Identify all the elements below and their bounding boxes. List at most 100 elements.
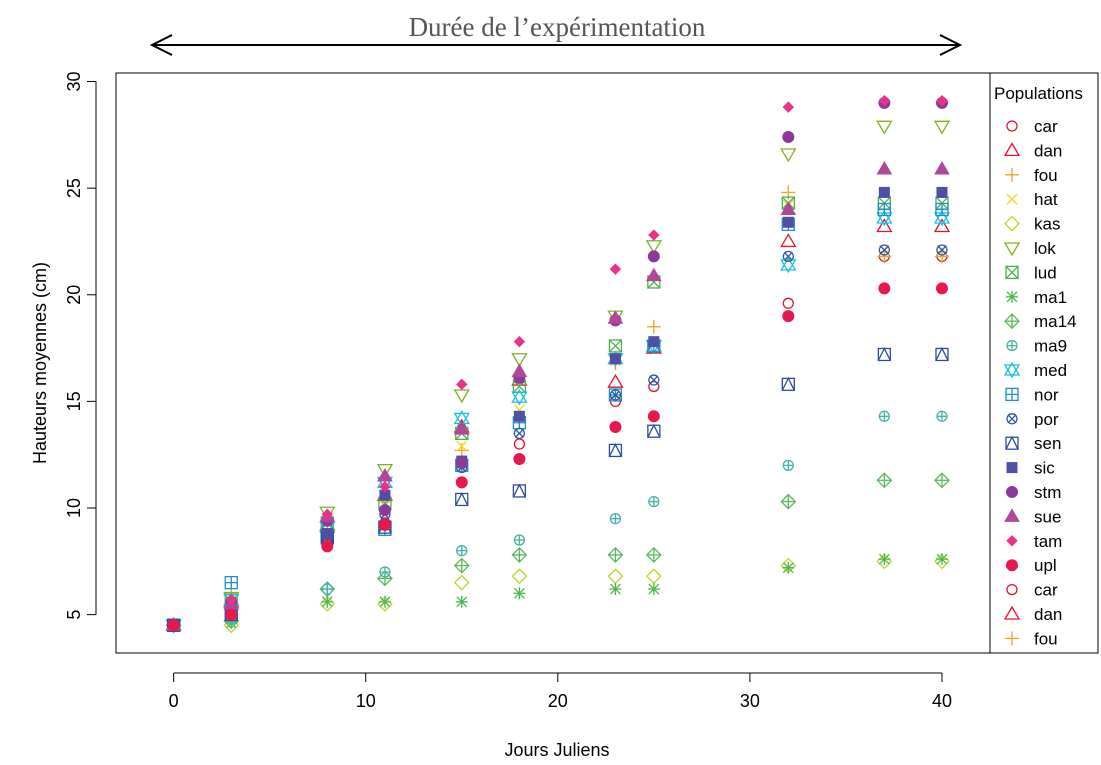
data-point-sue (453, 421, 470, 435)
data-point-ma1 (647, 583, 660, 596)
legend-marker (1005, 435, 1019, 450)
legend: Populations car dan fou hat kas lok lud ma1 ma14… (989, 72, 1099, 654)
duration-arrow-left-head (149, 34, 173, 56)
data-point-sic (936, 186, 948, 198)
data-point-por (648, 374, 660, 386)
data-point-tam (379, 480, 391, 493)
data-point-sic (878, 186, 890, 198)
data-point-upl (935, 282, 948, 295)
data-point-ma1 (782, 561, 795, 574)
data-point-tam (878, 95, 891, 107)
legend-marker (1006, 462, 1018, 474)
data-point-sen (781, 376, 795, 391)
data-point-fou (877, 249, 892, 264)
data-point-hat (456, 440, 468, 452)
y-axis: 5 10 15 20 25 30 (64, 72, 97, 620)
data-point-car (513, 438, 526, 450)
data-point-upl (455, 476, 468, 489)
data-point-tam (321, 508, 334, 521)
data-point-kas (453, 574, 470, 591)
data-point-por (878, 244, 891, 256)
data-point-sen (647, 423, 661, 438)
legend-marker (1006, 413, 1018, 425)
data-point-sic (513, 410, 525, 422)
data-point-sue (780, 201, 797, 215)
data-point-sic (782, 216, 794, 228)
legend-label: upl (1034, 556, 1057, 575)
data-point-car (648, 380, 660, 393)
legend-entry-car: car (1006, 581, 1058, 600)
data-point-ma1 (935, 553, 948, 566)
data-point-fou (646, 319, 661, 334)
data-point-tam (456, 378, 468, 391)
data-point-upl (167, 619, 180, 632)
data-point-car (782, 297, 794, 309)
data-point-kas (511, 568, 528, 585)
legend-entry-ma14: ma14 (1004, 312, 1077, 331)
legend-label: kas (1034, 215, 1060, 234)
duration-annotation-text: Durée de l’expérimentation (409, 12, 706, 42)
legend-label: sen (1034, 434, 1061, 453)
y-tick-label: 15 (64, 391, 84, 411)
data-point-sen (935, 347, 949, 362)
legend-entry-sue: sue (1004, 507, 1061, 526)
data-point-ma14 (607, 546, 624, 563)
data-point-kas (645, 568, 662, 585)
data-point-ma14 (453, 557, 470, 574)
legend-entry-upl: upl (1006, 556, 1057, 575)
data-point-dan (780, 233, 797, 248)
data-point-dan (876, 218, 893, 233)
x-tick-label: 40 (932, 691, 952, 711)
legend-marker (1006, 120, 1018, 132)
data-point-tam (936, 95, 948, 107)
legend-marker (1006, 290, 1018, 303)
data-point-dan (607, 373, 624, 388)
y-tick-label: 25 (64, 178, 84, 198)
data-point-por (513, 427, 526, 440)
legend-entry-sic: sic (1006, 459, 1055, 478)
data-point-sic (609, 353, 621, 365)
data-point-sue (377, 468, 393, 482)
data-point-ma1 (609, 583, 622, 596)
legend-entry-lud: lud (1005, 263, 1057, 282)
data-point-sue (934, 160, 950, 175)
legend-marker (1004, 313, 1020, 330)
data-point-sen (877, 347, 892, 362)
legend-marker (1004, 508, 1020, 522)
y-tick-label: 30 (64, 72, 84, 92)
data-point-ma9 (936, 410, 948, 422)
data-point-lok (453, 389, 470, 404)
legend-marker (1006, 193, 1018, 205)
data-point-med (780, 256, 797, 274)
data-point-upl (609, 420, 622, 433)
data-point-ma1 (321, 595, 334, 608)
data-point-ma9 (456, 544, 468, 557)
data-point-kas (607, 568, 624, 585)
data-point-stm (782, 130, 795, 143)
legend-marker (1005, 387, 1019, 402)
x-tick-label: 0 (169, 691, 179, 711)
legend-label: lok (1034, 239, 1056, 258)
data-point-upl (513, 452, 526, 465)
x-axis-title: Jours Juliens (504, 740, 609, 760)
experiment-duration-annotation: Durée de l’expérimentation (149, 12, 963, 56)
legend-label: med (1034, 361, 1067, 380)
legend-label: dan (1034, 141, 1062, 160)
legend-marker (1005, 265, 1019, 280)
data-point-nor (877, 202, 892, 217)
legend-entry-dan: dan (1003, 141, 1062, 160)
data-point-ma9 (878, 410, 891, 422)
plot-area (115, 72, 991, 654)
legend-marker (1005, 167, 1019, 182)
legend-marker (1004, 215, 1020, 232)
legend-label: dan (1034, 605, 1062, 624)
data-point-tam (782, 101, 795, 113)
x-tick-label: 20 (548, 691, 568, 711)
y-tick-label: 20 (64, 285, 84, 305)
legend-label: ma9 (1034, 337, 1067, 356)
legend-entry-lok: lok (1003, 239, 1056, 258)
legend-marker (1003, 242, 1021, 257)
legend-entry-fou: fou (1005, 166, 1058, 185)
data-point-stm (647, 250, 660, 263)
data-point-ma9 (513, 534, 526, 546)
